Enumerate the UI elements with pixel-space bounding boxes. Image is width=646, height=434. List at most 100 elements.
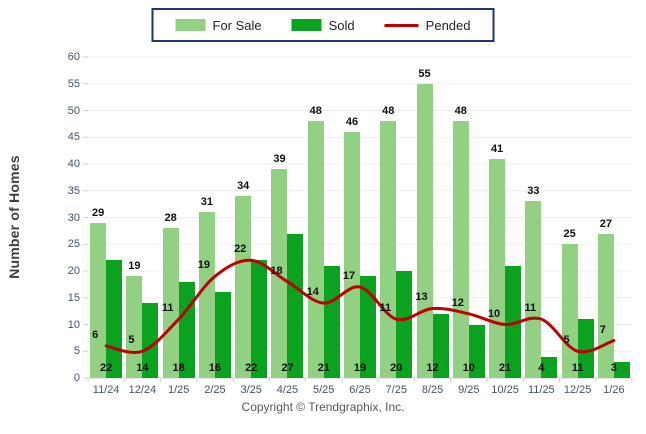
pended-value-label: 17 bbox=[342, 270, 356, 283]
for-sale-value-label: 41 bbox=[490, 142, 504, 155]
for-sale-bar bbox=[90, 222, 107, 378]
sold-bar bbox=[251, 260, 268, 378]
x-axis-label: 11/25 bbox=[527, 384, 555, 396]
sold-value-label: 11 bbox=[571, 362, 584, 374]
for-sale-bar bbox=[198, 212, 215, 378]
for-sale-value-label: 34 bbox=[237, 180, 250, 193]
pended-value-label: 12 bbox=[451, 296, 464, 309]
for-sale-value-label: 48 bbox=[454, 105, 467, 118]
for-sale-bar bbox=[162, 228, 179, 378]
for-sale-value-label: 48 bbox=[382, 105, 395, 118]
sold-value-label: 21 bbox=[498, 362, 512, 374]
for-sale-bar bbox=[380, 121, 397, 378]
legend-sold-label: Sold bbox=[328, 17, 355, 33]
legend-for-sale-label: For Sale bbox=[212, 17, 262, 33]
legend-pended-label: Pended bbox=[425, 17, 471, 33]
for-sale-value-label: 29 bbox=[92, 206, 105, 219]
y-tick-label: 25 bbox=[67, 238, 80, 251]
y-tick-label: 0 bbox=[73, 372, 80, 384]
pended-value-label: 5 bbox=[128, 334, 135, 347]
sold-value-label: 27 bbox=[281, 362, 294, 374]
for-sale-bar bbox=[235, 196, 252, 378]
for-sale-bar bbox=[271, 169, 288, 378]
y-tick-label: 45 bbox=[67, 131, 80, 144]
x-axis-label: 7/25 bbox=[385, 384, 407, 396]
for-sale-bar bbox=[416, 83, 433, 378]
for-sale-value-label: 31 bbox=[200, 196, 214, 209]
sold-bar bbox=[432, 313, 449, 378]
x-axis-label: 6/25 bbox=[349, 384, 371, 396]
for-sale-value-label: 46 bbox=[345, 115, 359, 128]
pended-value-label: 5 bbox=[563, 334, 570, 347]
legend-item-for-sale[interactable]: For Sale bbox=[175, 17, 262, 33]
x-axis-label: 1/26 bbox=[603, 384, 625, 396]
pended-value-label: 13 bbox=[415, 291, 428, 304]
x-axis-label: 10/25 bbox=[491, 384, 519, 396]
y-tick-label: 55 bbox=[67, 77, 80, 90]
pended-value-label: 11 bbox=[524, 302, 537, 315]
pended-value-label: 11 bbox=[161, 302, 174, 315]
x-axis-label: 12/24 bbox=[128, 384, 157, 396]
sold-bar bbox=[396, 271, 413, 378]
sold-value-label: 22 bbox=[245, 362, 258, 374]
sold-value-label: 18 bbox=[172, 362, 185, 374]
for-sale-value-label: 25 bbox=[563, 228, 576, 241]
for-sale-value-label: 48 bbox=[309, 105, 322, 118]
pended-value-label: 10 bbox=[487, 307, 501, 320]
sold-value-label: 3 bbox=[610, 362, 617, 374]
for-sale-value-label: 33 bbox=[527, 185, 540, 198]
for-sale-bar bbox=[307, 121, 324, 378]
sold-value-label: 21 bbox=[317, 362, 330, 374]
for-sale-value-label: 19 bbox=[128, 260, 141, 273]
sold-bar bbox=[541, 356, 558, 378]
pended-value-label: 19 bbox=[197, 259, 211, 272]
x-axis-label: 12/25 bbox=[563, 384, 592, 396]
pended-value-label: 6 bbox=[92, 328, 99, 341]
copyright: Copyright © Trendgraphix, Inc. bbox=[241, 400, 405, 414]
sold-bar bbox=[505, 265, 522, 378]
pended-line-icon bbox=[384, 23, 419, 27]
sold-value-label: 16 bbox=[208, 362, 222, 374]
y-axis-title: Number of Homes bbox=[6, 155, 22, 279]
legend: For Sale Sold Pended bbox=[151, 8, 495, 42]
sold-value-label: 20 bbox=[390, 362, 403, 374]
pended-value-label: 22 bbox=[234, 243, 247, 256]
pended-value-label: 18 bbox=[270, 264, 283, 277]
pended-line-layer bbox=[104, 258, 616, 354]
sold-value-label: 10 bbox=[462, 362, 475, 374]
y-tick-label: 50 bbox=[67, 104, 80, 117]
for-sale-bar bbox=[525, 201, 542, 378]
y-tick-label: 60 bbox=[67, 51, 80, 63]
pended-value-label: 11 bbox=[379, 302, 392, 315]
sold-value-label: 22 bbox=[100, 362, 113, 374]
sold-value-label: 14 bbox=[136, 362, 149, 374]
sold-bar bbox=[323, 265, 340, 378]
pended-value-label: 14 bbox=[306, 286, 319, 299]
sold-value-label: 12 bbox=[426, 362, 439, 374]
sold-bar bbox=[577, 319, 594, 378]
y-tick-label: 20 bbox=[67, 265, 80, 277]
sold-value-label: 4 bbox=[538, 362, 545, 374]
sold-bar bbox=[613, 361, 630, 378]
x-axis-label: 2/25 bbox=[204, 384, 226, 396]
for-sale-swatch-icon bbox=[175, 19, 206, 31]
sold-bar bbox=[468, 324, 485, 378]
sold-bar bbox=[142, 303, 159, 378]
pended-value-label: 7 bbox=[599, 323, 606, 336]
for-sale-value-label: 55 bbox=[418, 67, 431, 80]
legend-item-sold[interactable]: Sold bbox=[291, 17, 355, 33]
sold-bar bbox=[287, 233, 304, 378]
legend-item-pended[interactable]: Pended bbox=[384, 17, 471, 33]
y-tick-label: 15 bbox=[67, 291, 80, 304]
for-sale-value-label: 28 bbox=[164, 212, 177, 225]
y-tick-label: 10 bbox=[67, 318, 80, 331]
sold-bar bbox=[214, 292, 231, 378]
x-axis-label: 4/25 bbox=[276, 384, 299, 396]
x-axis-label: 3/25 bbox=[240, 384, 262, 396]
sold-value-label: 19 bbox=[353, 362, 367, 374]
y-tick-label: 5 bbox=[73, 345, 80, 358]
x-axis-label: 1/25 bbox=[167, 384, 190, 396]
pended-line bbox=[104, 258, 616, 354]
plot-area: 29 22 19 14 28 18 31 16 34 22 39 27 48 21 46 19 48 20 55 12… bbox=[83, 56, 633, 382]
